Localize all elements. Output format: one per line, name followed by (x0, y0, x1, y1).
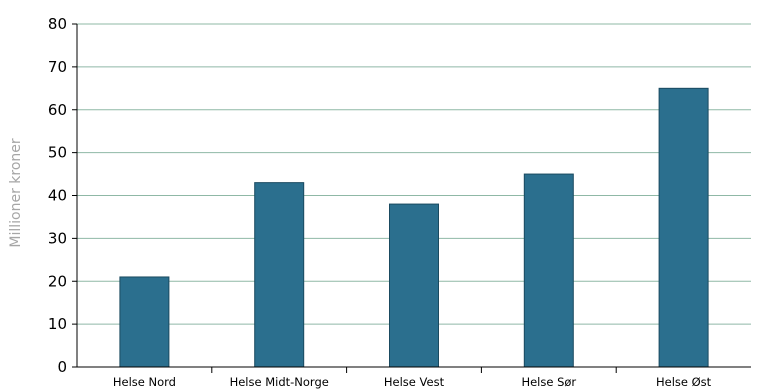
y-tick-label: 50 (48, 144, 67, 162)
y-tick-label: 30 (48, 229, 67, 247)
y-tick-labels: 0 10 20 30 40 50 60 70 80 (48, 15, 67, 376)
x-tick-label: Helse Midt-Norge (230, 375, 329, 389)
y-tick-label: 20 (48, 272, 67, 290)
bar (254, 182, 305, 368)
x-tick-label: Helse Nord (113, 375, 176, 389)
y-tick-label: 70 (48, 58, 67, 76)
bar (523, 173, 574, 368)
x-tick-labels: Helse Nord Helse Midt-Norge Helse Vest Hels… (113, 375, 712, 389)
x-tick-label: Helse Øst (656, 375, 712, 389)
bar (119, 276, 170, 368)
y-tick-label: 10 (48, 315, 67, 333)
bar (658, 87, 709, 368)
axes (72, 23, 751, 373)
bars (119, 87, 709, 368)
x-tick-label: Helse Vest (384, 375, 445, 389)
y-tick-label: 40 (48, 187, 67, 205)
x-tick-label: Helse Sør (521, 375, 576, 389)
y-axis-label: Millioner kroner (8, 138, 24, 248)
y-tick-label: 80 (48, 15, 67, 33)
bar (389, 203, 439, 368)
y-tick-label: 60 (48, 101, 67, 119)
y-tick-label: 0 (57, 358, 67, 376)
